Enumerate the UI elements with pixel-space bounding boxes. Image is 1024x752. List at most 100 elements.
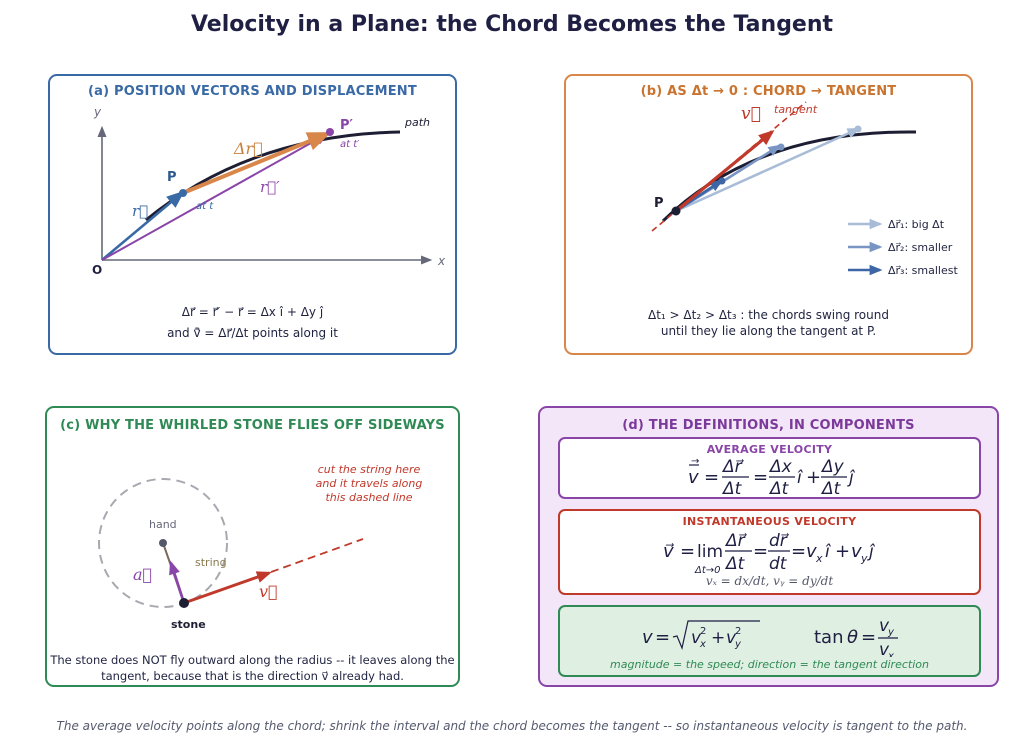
svg-text:v: v — [688, 467, 699, 488]
position-vector-r-prime — [101, 132, 330, 261]
panel-a-title: (a) POSITION VECTORS AND DISPLACEMENT — [88, 84, 417, 99]
point-p-label: P — [167, 170, 177, 185]
svg-text:x: x — [815, 552, 823, 565]
svg-text:tan: tan — [814, 627, 844, 648]
svg-text:=: = — [753, 541, 768, 562]
svg-text:=: = — [655, 627, 670, 648]
svg-text:î: î — [825, 542, 831, 562]
displacement-diagram: y x O path P P′ at t at t′ r⃗ r⃗′ Δr⃗ — [92, 105, 446, 277]
legend-label-1: Δr⃗₁: big Δt — [888, 218, 945, 231]
panel-c-title: (c) WHY THE WHIRLED STONE FLIES OFF SIDE… — [60, 418, 445, 433]
svg-text:→: → — [691, 456, 699, 467]
magnitude-direction-formula: v = v x 2 + v y 2 tan θ = v y v x — [642, 616, 898, 657]
acceleration-vector — [169, 560, 186, 604]
svg-text:=: = — [704, 467, 719, 488]
magnitude-direction-note: magnitude = the speed; direction = the t… — [610, 658, 929, 671]
velocity-label: v⃗ — [741, 104, 761, 124]
hand-label: hand — [149, 518, 177, 531]
svg-text:dt: dt — [769, 554, 788, 574]
svg-text:x: x — [699, 639, 706, 650]
position-vector-r — [101, 190, 185, 261]
hand-dot — [159, 539, 167, 547]
svg-text:=: = — [753, 467, 768, 488]
acceleration-label: a⃗ — [133, 565, 152, 584]
panel-c-caption-line1: The stone does NOT fly outward along the… — [50, 653, 455, 667]
svg-text:ĵ: ĵ — [847, 468, 856, 488]
point-p-label: P — [654, 196, 664, 211]
svg-text:Δt: Δt — [721, 479, 743, 497]
instantaneous-velocity-box: INSTANTANEOUS VELOCITY v⃗ = lim Δt→0 Δr⃗… — [558, 509, 981, 595]
svg-text:v: v — [879, 640, 890, 657]
point-p — [179, 189, 187, 197]
instantaneous-velocity-formula: v⃗ = lim Δt→0 Δr⃗ Δt = dr⃗ dt = v x î + … — [663, 531, 876, 576]
origin-label: O — [92, 263, 102, 277]
panel-definitions: (d) THE DEFINITIONS, IN COMPONENTS AVERA… — [538, 406, 999, 687]
svg-text:dr⃗: dr⃗ — [769, 531, 789, 551]
svg-text:+: + — [806, 467, 821, 488]
footer-caption: The average velocity points along the ch… — [56, 719, 968, 733]
average-velocity-formula: v → = Δr⃗ Δt = Δx Δt î + Δy Δt ĵ — [688, 456, 856, 497]
stone-diagram: hand string a⃗ v⃗ stone cut the string h… — [98, 463, 423, 631]
panel-b-caption-line1: Δt₁ > Δt₂ > Δt₃ : the chords swing round — [648, 308, 889, 322]
point-p-prime — [326, 128, 334, 136]
svg-text:2: 2 — [735, 626, 741, 637]
panel-whirled-stone: (c) WHY THE WHIRLED STONE FLIES OFF SIDE… — [45, 406, 460, 687]
at-t-label: at t — [196, 201, 214, 212]
path-curve — [145, 130, 401, 222]
svg-text:lim: lim — [697, 542, 723, 562]
velocity-label: v⃗ — [259, 582, 278, 601]
chord-2-end — [777, 143, 785, 151]
svg-text:v: v — [879, 616, 890, 636]
chord-3-end — [718, 177, 726, 185]
panel-a-caption-line2: and v̄⃗ = Δr⃗/Δt points along it — [167, 326, 338, 340]
at-t-prime-label: at t′ — [340, 139, 360, 150]
panel-b-caption-line2: until they lie along the tangent at P. — [660, 324, 877, 338]
svg-text:=: = — [680, 541, 695, 562]
svg-text:v: v — [642, 627, 653, 648]
chord-diagram: tangent P v⃗ Δr⃗₁: big Δt Δr⃗₂: smaller … — [651, 101, 958, 277]
y-axis-label: y — [93, 105, 102, 119]
point-p-prime-label: P′ — [340, 118, 354, 133]
panel-position-vectors: (a) POSITION VECTORS AND DISPLACEMENT y … — [48, 74, 457, 355]
average-velocity-heading: AVERAGE VELOCITY — [706, 443, 833, 456]
svg-text:v: v — [851, 541, 862, 562]
stone-dot — [179, 598, 189, 608]
path-label: path — [404, 116, 430, 129]
legend-label-2: Δr⃗₂: smaller — [888, 241, 953, 254]
svg-text:Δr⃗: Δr⃗ — [721, 457, 744, 477]
svg-text:Δy: Δy — [820, 457, 845, 477]
annotation-line-1: cut the string here — [318, 463, 421, 476]
x-axis-label: x — [437, 254, 446, 268]
annotation-line-2: and it travels along — [316, 477, 423, 490]
point-p — [671, 206, 681, 216]
svg-text:Δr⃗: Δr⃗ — [724, 531, 747, 551]
tangent-label: tangent — [774, 103, 818, 116]
displacement-vector — [182, 132, 332, 195]
svg-text:v: v — [691, 628, 702, 648]
tangent-dashed-line — [270, 538, 364, 573]
svg-text:y: y — [734, 639, 742, 650]
r-label: r⃗ — [132, 202, 148, 220]
svg-text:v: v — [726, 628, 737, 648]
delta-r-label: Δr⃗ — [233, 139, 263, 158]
panel-a-caption-line1: Δr⃗ = r⃗′ − r⃗ = Δx î + Δy ĵ — [181, 305, 324, 319]
chord-legend: Δr⃗₁: big Δt Δr⃗₂: smaller Δr⃗₃: smalles… — [848, 218, 958, 277]
svg-text:v: v — [806, 541, 817, 562]
svg-text:Δt: Δt — [820, 479, 842, 497]
svg-text:x: x — [887, 651, 894, 657]
svg-text:θ: θ — [847, 627, 858, 648]
svg-text:Δt→0: Δt→0 — [694, 565, 721, 576]
path-curve — [661, 130, 917, 223]
annotation-line-3: this dashed line — [325, 491, 412, 504]
r-prime-label: r⃗′ — [260, 178, 280, 196]
svg-text:ĵ: ĵ — [867, 542, 876, 562]
page-title: Velocity in a Plane: the Chord Becomes t… — [190, 12, 834, 37]
orbit-circle — [98, 478, 228, 608]
chord-1-end — [854, 125, 862, 133]
velocity-vector — [674, 129, 775, 213]
velocity-vector — [183, 571, 272, 605]
svg-text:y: y — [860, 552, 868, 565]
string-label: string — [195, 556, 227, 569]
panel-b-title: (b) AS Δt → 0 : CHORD → TANGENT — [640, 84, 897, 99]
panel-c-caption-line2: tangent, because that is the direction v… — [101, 669, 404, 683]
